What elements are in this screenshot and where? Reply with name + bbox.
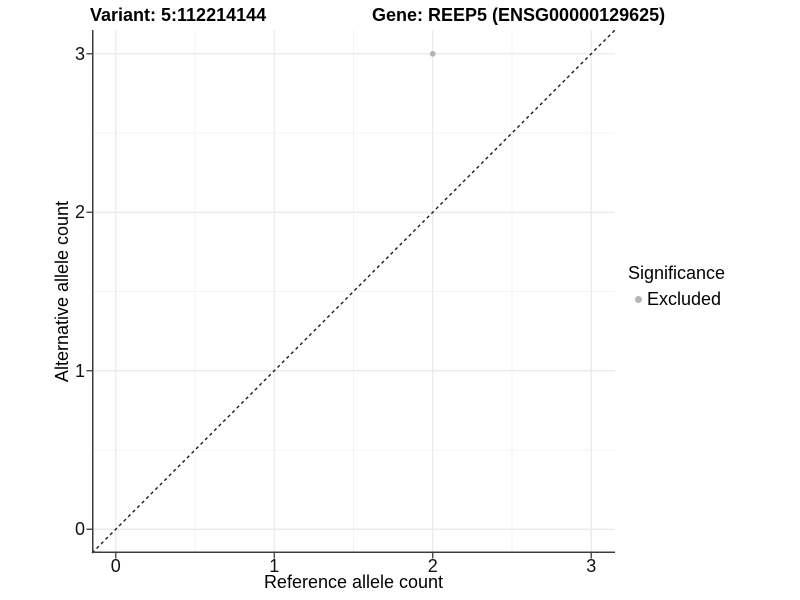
y-tick-label: 1 [74,360,85,381]
legend-item-label: Excluded [647,289,722,309]
legend: Significance Excluded [628,263,725,310]
x-tick-label: 3 [586,556,597,576]
plot-title-gene: Gene: REEP5 (ENSG00000129625) [372,5,666,25]
x-axis-title: Reference allele count [263,572,444,592]
plot-panel [86,29,616,559]
data-point [429,50,436,57]
y-axis-title: Alternative allele count [52,200,72,383]
y-tick-label: 2 [74,202,85,223]
plot-canvas [86,29,616,559]
identity-line [91,29,616,554]
plot-title-variant: Variant: 5:112214144 [90,5,267,25]
y-tick-label: 3 [74,43,85,64]
x-tick-label: 1 [269,556,280,576]
legend-point-icon [635,296,642,303]
legend-title: Significance [628,263,726,283]
legend-item: Excluded [628,289,725,310]
legend-items: Excluded [628,289,725,310]
x-tick-label: 0 [110,556,121,576]
y-tick-label: 0 [74,519,85,540]
x-tick-label: 2 [427,556,438,576]
